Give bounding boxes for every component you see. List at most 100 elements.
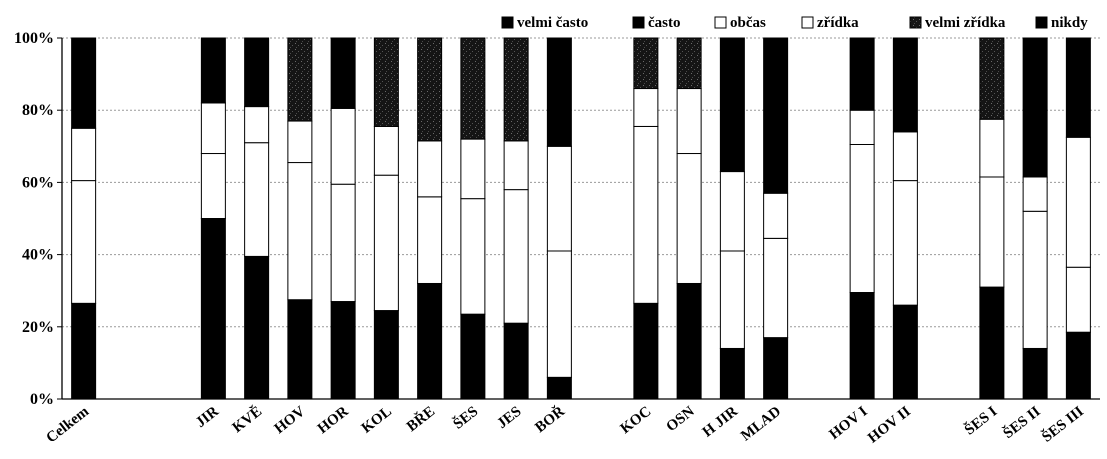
bar-segment-3	[979, 176, 1005, 288]
bar-segment-3	[417, 196, 443, 284]
bar-segment-1	[676, 282, 702, 400]
bar-segment-1	[200, 218, 226, 400]
legend-swatch	[632, 16, 645, 29]
bar-segment-4	[979, 118, 1005, 178]
x-tick-label: H JIR	[700, 403, 741, 440]
x-tick-label: MLAD	[738, 403, 784, 444]
bar-segment-4	[892, 131, 918, 182]
bar-segment-5	[417, 37, 443, 142]
bar-segment-5	[503, 37, 529, 142]
bar-segment-5	[633, 37, 659, 90]
bar-segment-3	[892, 180, 918, 306]
y-tick-label: 20%	[22, 319, 54, 336]
bar-segment-6	[200, 37, 226, 104]
y-tick-labels: 0% 20% 40% 60% 80% 100%	[14, 30, 54, 408]
x-tick-label: HOV II	[865, 403, 914, 446]
x-tick-label: ŠES II	[1000, 403, 1044, 442]
bar-segment-4	[460, 138, 486, 200]
x-tick-label: HOR	[315, 403, 352, 437]
bar-segment-1	[633, 302, 659, 400]
x-tick-label: BŘE	[403, 403, 438, 435]
x-tick-label: BOŘ	[532, 403, 568, 437]
y-tick-label: 100%	[14, 30, 54, 47]
bar-segment-3	[719, 250, 745, 349]
bar-segment-4	[676, 88, 702, 155]
bar-segment-4	[719, 171, 745, 252]
bar-segment-6	[1022, 37, 1048, 178]
bar-segment-1	[979, 286, 1005, 400]
legend-label: velmi zřídka	[925, 15, 1006, 31]
bar-segment-5	[979, 37, 1005, 120]
bar-segment-1	[373, 310, 399, 400]
bar-segment-5	[287, 37, 313, 122]
bar-segment-6	[1065, 37, 1091, 138]
bar-segment-1	[719, 347, 745, 400]
y-tick-label: 80%	[22, 102, 54, 119]
legend-swatch	[801, 16, 814, 29]
bar-segment-6	[330, 37, 356, 109]
bar-segment-3	[71, 180, 97, 304]
x-tick-label: ŠES I	[961, 403, 1000, 439]
x-tick-label: Celkem	[44, 403, 93, 446]
y-tick-label: 40%	[22, 247, 54, 264]
bar-segment-1	[1022, 347, 1048, 400]
bar-segment-3	[460, 198, 486, 315]
bar-segment-3	[330, 183, 356, 303]
bar-segment-6	[763, 37, 789, 194]
bar-segment-1	[417, 282, 443, 400]
bar-segment-3	[287, 162, 313, 301]
bar-segment-1	[546, 376, 572, 400]
bar-segment-6	[244, 37, 270, 108]
bar-segment-4	[373, 125, 399, 176]
x-tick-label: HOV	[272, 403, 309, 437]
legend-swatch	[714, 16, 727, 29]
y-tick-label: 0%	[30, 391, 54, 408]
bar-segment-3	[633, 125, 659, 304]
x-tick-label: ŠES III	[1039, 403, 1087, 446]
bar-segment-1	[287, 299, 313, 400]
bar-segment-6	[71, 37, 97, 129]
x-tick-label: JIR	[193, 403, 222, 431]
x-tick-label: HOV I	[826, 403, 870, 442]
bar-segment-1	[503, 322, 529, 400]
bar-segment-1	[763, 337, 789, 400]
bar-segment-3	[676, 153, 702, 284]
bar-segment-6	[849, 37, 875, 111]
bar-segment-3	[1065, 266, 1091, 333]
legend-swatch	[909, 16, 922, 29]
legend-label: zřídka	[817, 15, 859, 31]
bar-segment-6	[892, 37, 918, 133]
bar-segment-3	[1022, 210, 1048, 349]
x-tick-label: OSN	[663, 403, 697, 435]
bar-segment-4	[71, 127, 97, 182]
legend: velmi často často občas zřídka velmi zřídka n…	[501, 15, 1088, 31]
bar-segment-4	[417, 140, 443, 198]
y-tick-label: 60%	[22, 174, 54, 191]
bar-segment-4	[1065, 136, 1091, 268]
legend-swatch	[501, 16, 514, 29]
bar-segment-5	[373, 37, 399, 127]
bar-segment-4	[633, 88, 659, 127]
gridlines	[62, 37, 1100, 328]
legend-label: často	[648, 15, 681, 31]
bar-segment-4	[287, 120, 313, 164]
bar-segment-5	[460, 37, 486, 140]
bar-segment-6	[719, 37, 745, 173]
bar-segment-1	[330, 301, 356, 400]
bar-segment-1	[460, 313, 486, 400]
x-tick-label: KVĚ	[229, 403, 265, 436]
x-tick-label: ŠES	[450, 403, 482, 433]
bar-segment-3	[763, 237, 789, 339]
bar-segment-1	[892, 304, 918, 400]
legend-label: velmi často	[517, 15, 588, 31]
bar-segment-5	[676, 37, 702, 90]
x-tick-label: KOC	[618, 404, 655, 438]
x-tick-labels: Celkem JIR KVĚ HOV HOR KOL BŘE ŠES JES BOŘ KOC OSN H…	[44, 403, 1087, 447]
bar-segment-4	[200, 102, 226, 155]
legend-swatch	[1035, 16, 1048, 29]
bars	[71, 37, 1091, 400]
x-tick-label: KOL	[359, 404, 395, 437]
bar-segment-4	[849, 109, 875, 145]
x-tick-label: JES	[494, 404, 524, 433]
